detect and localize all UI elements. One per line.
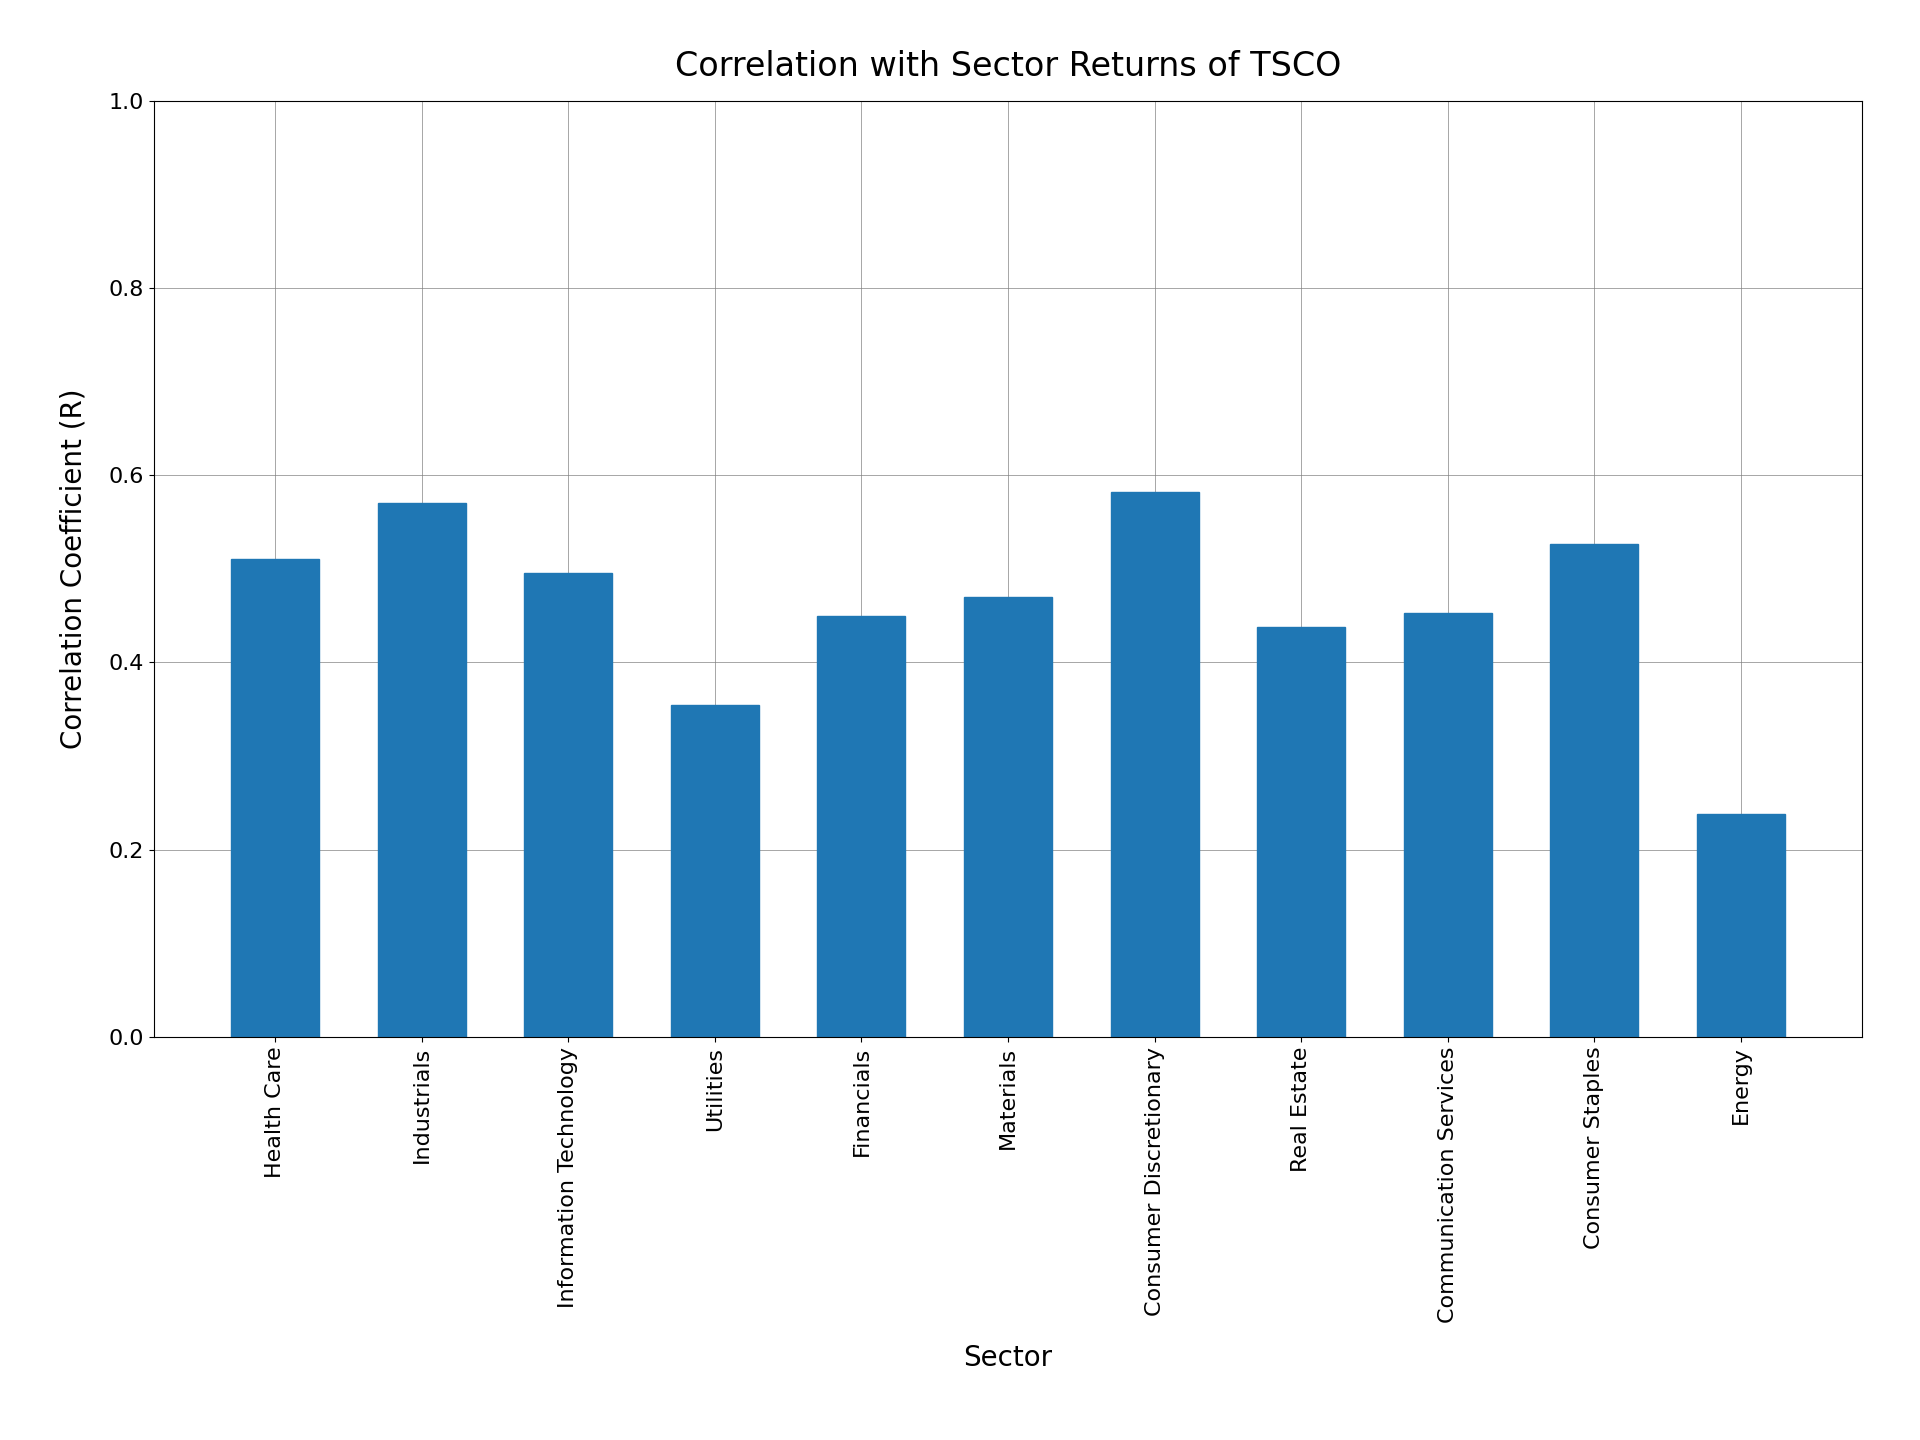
Bar [1549,543,1638,1037]
Bar [230,559,319,1037]
Bar [378,503,467,1037]
Bar [1697,814,1786,1037]
Bar [1258,626,1346,1037]
Bar [964,596,1052,1037]
X-axis label: Sector: Sector [964,1344,1052,1372]
Bar [1404,613,1492,1037]
Bar [1110,492,1198,1037]
Bar [670,704,758,1037]
Bar [524,573,612,1037]
Title: Correlation with Sector Returns of TSCO: Correlation with Sector Returns of TSCO [674,50,1342,82]
Y-axis label: Correlation Coefficient (R): Correlation Coefficient (R) [60,389,88,749]
Bar [818,615,906,1037]
